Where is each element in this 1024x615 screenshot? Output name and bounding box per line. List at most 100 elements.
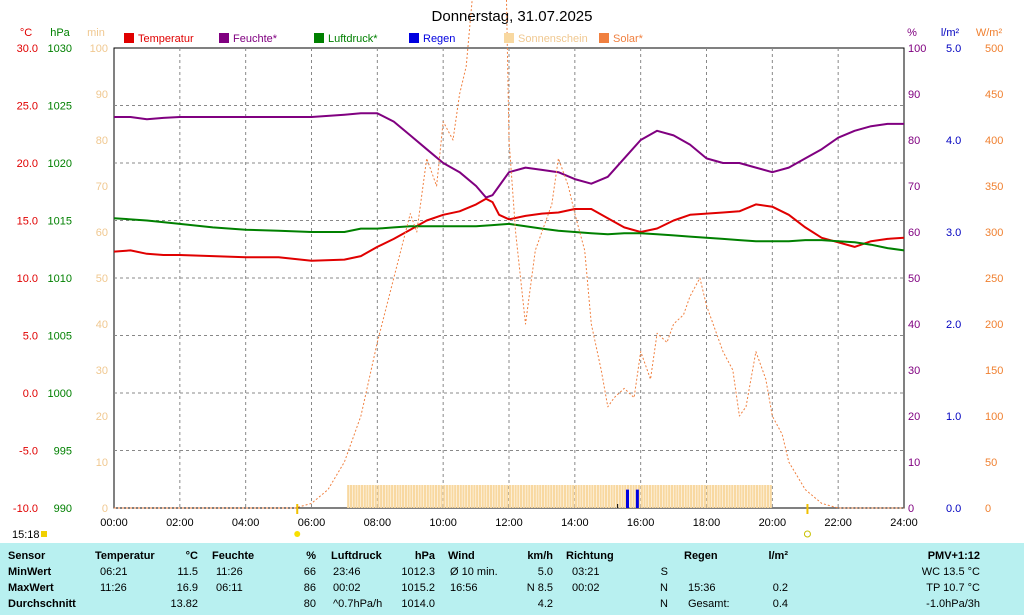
stats-cell-extra: -1.0hPa/3h	[926, 598, 980, 610]
right-axis-tick-label: 350	[985, 181, 1003, 193]
sunshine-bar	[695, 485, 698, 508]
right-axis-tick-label: 1.0	[946, 411, 961, 423]
rain-bar	[626, 489, 629, 508]
sunshine-bar	[541, 485, 545, 508]
chart-title: Donnerstag, 31.07.2025	[432, 8, 593, 25]
series-line-luftdruck	[113, 217, 905, 252]
legend-label: Sonnenschein	[518, 33, 588, 45]
sunshine-bar	[470, 485, 473, 508]
legend: Temperatur Feuchte* Luftdruck* Regen Sonnens…	[124, 33, 644, 45]
sunshine-bar	[555, 485, 558, 508]
sunshine-bar	[605, 485, 608, 508]
sunshine-bar	[418, 485, 421, 508]
sunshine-bar	[536, 485, 539, 508]
stats-cell-extra: WC 13.5 °C	[921, 566, 980, 578]
left-axis-tick-label: 60	[96, 227, 108, 239]
x-tick-label: 04:00	[232, 517, 260, 529]
sunshine-bar	[465, 485, 468, 508]
sunshine-bar	[681, 485, 685, 508]
sunshine-bar	[753, 485, 756, 508]
sunshine-bar	[423, 485, 427, 508]
weather-chart: Donnerstag, 31.07.2025 00:00 02:00 04:00 06…	[12, 0, 1003, 541]
grid-lines	[114, 48, 904, 508]
sunshine-bar	[709, 485, 712, 508]
header-humidity: Feuchte	[212, 550, 255, 562]
right-axis-tick-label: 450	[985, 89, 1003, 101]
sunshine-bar	[742, 485, 745, 508]
sunshine-bar	[714, 485, 717, 508]
left-axis-tick-label: 40	[96, 319, 108, 331]
sunshine-bar	[766, 485, 770, 508]
sunshine-bar	[503, 485, 506, 508]
left-axis-tick-label: 990	[54, 503, 72, 515]
x-tick-label: 14:00	[561, 517, 589, 529]
stats-cell-hum: 80	[303, 598, 316, 610]
stats-cell-hum: 86	[303, 582, 316, 594]
stats-cell-rain-time: Gesamt:	[688, 598, 730, 610]
sunshine-bar	[467, 485, 471, 508]
legend-swatch	[504, 33, 514, 43]
stats-cell-temp: 16.9	[176, 582, 198, 594]
stats-cell-label: MinWert	[8, 566, 52, 578]
sunshine-bar	[530, 485, 534, 508]
sunshine-bar	[594, 485, 597, 508]
statistics-panel: Sensor Temperatur °C Feuchte % Luftdruck…	[0, 543, 1024, 615]
left-axis-tick-label: 20.0	[17, 158, 38, 170]
sunshine-bar	[670, 485, 674, 508]
stats-cell-dir: N	[660, 582, 668, 594]
sunshine-bar	[574, 485, 578, 508]
stats-cell-rain-time: 15:36	[688, 582, 716, 594]
legend-label: Regen	[423, 33, 455, 45]
sunshine-bar	[701, 485, 704, 508]
left-axis-tick-label: 30.0	[17, 43, 38, 55]
sunshine-bar	[673, 485, 676, 508]
legend-swatch	[124, 33, 134, 43]
sunshine-bar	[744, 485, 748, 508]
sunshine-bar	[500, 485, 503, 508]
stats-cell-press-time: 23:46	[333, 566, 361, 578]
sunshine-bar	[382, 485, 386, 508]
stats-cell-hum-time: 06:11	[216, 582, 243, 594]
stats-cell-label: MaxWert	[8, 582, 54, 594]
right-axis-tick-label: 60	[908, 227, 920, 239]
left-axis-tick-label: 15.0	[17, 216, 38, 228]
stats-cell-wind-label: Ø 10 min.	[450, 566, 498, 578]
right-axis-tick-label: 3.0	[946, 227, 961, 239]
left-axis-tick-label: 0	[102, 503, 108, 515]
sunshine-bar	[456, 485, 460, 508]
sunshine-bar	[755, 485, 759, 508]
x-tick-label: 02:00	[166, 517, 194, 529]
sunshine-bar	[478, 485, 482, 508]
sun-markers	[41, 504, 811, 538]
header-pmv: PMV+1:12	[927, 550, 980, 562]
sunshine-bar	[588, 485, 591, 508]
stats-cell-wind: 4.2	[537, 598, 553, 610]
right-axis-tick-label: 5.0	[946, 43, 961, 55]
sunshine-bar	[421, 485, 424, 508]
header-rain-unit: l/m²	[768, 550, 788, 562]
x-tick-label: 16:00	[627, 517, 655, 529]
stats-cell-wind-label: 16:56	[450, 582, 478, 594]
sunshine-bar	[761, 485, 764, 508]
right-axis-tick-label: 250	[985, 273, 1003, 285]
sunshine-bar	[498, 485, 501, 508]
stats-cell-temp-time: 11:26	[100, 582, 127, 594]
right-axis-tick-label: 70	[908, 181, 920, 193]
header-pressure: Luftdruck	[331, 550, 382, 562]
stats-cell-temp: 11.5	[177, 566, 198, 578]
sunshine-bar	[613, 485, 616, 508]
sunshine-bar	[487, 485, 490, 508]
legend-label: Feuchte*	[233, 33, 278, 45]
left-axis-tick-label: 100	[90, 43, 108, 55]
sunshine-bar	[374, 485, 377, 508]
left-axis-tick-label: 80	[96, 135, 108, 147]
left-axis-tick-label: 30	[96, 365, 108, 377]
header-pressure-unit: hPa	[414, 550, 435, 562]
legend-label: Temperatur	[138, 33, 194, 45]
right-axis-tick-label: 300	[985, 227, 1003, 239]
sunshine-bar	[489, 485, 492, 508]
stats-cell-press: 1014.0	[401, 598, 435, 610]
sunshine-bar	[662, 485, 665, 508]
stats-cell-wind: 5.0	[537, 566, 553, 578]
sunshine-bar	[360, 485, 364, 508]
